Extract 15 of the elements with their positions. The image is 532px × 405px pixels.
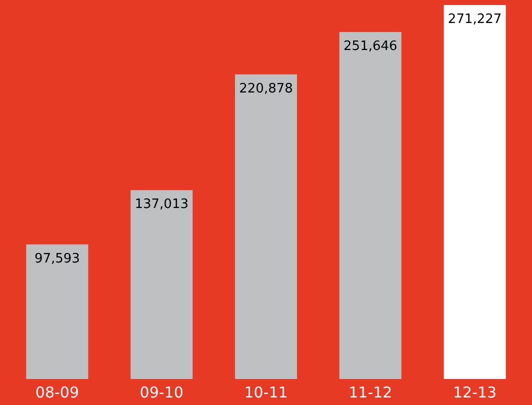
x-tick-label: 12-13 [453,384,497,402]
bar [444,5,506,379]
x-tick-label: 09-10 [140,384,184,402]
bar [235,74,297,379]
data-label: 220,878 [239,81,293,96]
data-label: 97,593 [34,251,80,266]
x-tick-label: 10-11 [244,384,288,402]
bar [339,32,402,379]
data-label: 137,013 [134,197,188,212]
x-tick-label: 11-12 [348,384,392,402]
data-label: 271,227 [448,12,502,27]
x-tick-label: 08-09 [35,384,79,402]
bar [26,244,88,379]
data-label: 251,646 [344,39,398,54]
bar [130,190,193,379]
